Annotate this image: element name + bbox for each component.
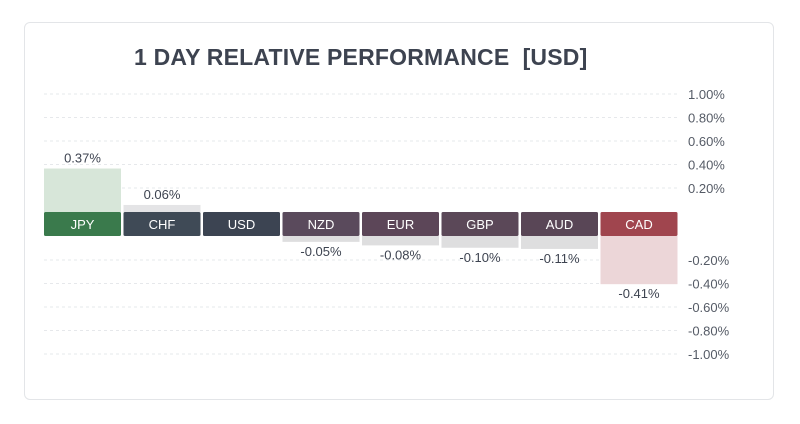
bar-eur — [362, 236, 439, 246]
y-tick-label: 0.20% — [688, 181, 725, 196]
data-label-aud: -0.11% — [539, 251, 580, 266]
pill-chf — [123, 212, 201, 236]
data-label-jpy: 0.37% — [64, 151, 101, 166]
pill-usd — [203, 212, 280, 236]
data-label-eur: -0.08% — [380, 247, 422, 262]
pill-jpy — [44, 212, 121, 236]
chart-title: 1 DAY RELATIVE PERFORMANCE [USD] — [134, 44, 588, 70]
bar-cad — [600, 236, 678, 285]
y-axis-ticks: 1.00% 0.80% 0.60% 0.40% 0.20% -0.20% -0.40% -0.… — [688, 87, 730, 362]
currency-pills: JPY CHF USD NZD EUR GBP AUD CAD — [44, 212, 678, 236]
pill-label-eur: EUR — [387, 217, 414, 232]
y-tick-label: 0.40% — [688, 158, 725, 173]
data-labels: 0.37% 0.06% -0.05% -0.08% -0.10% -0.11% -0.41% — [64, 151, 660, 302]
pill-label-cad: CAD — [625, 217, 652, 232]
y-tick-label: 0.60% — [688, 134, 725, 149]
pill-cad — [600, 212, 678, 236]
pill-gbp — [441, 212, 519, 236]
pill-label-aud: AUD — [546, 217, 573, 232]
pill-aud — [521, 212, 598, 236]
data-label-chf: 0.06% — [144, 187, 181, 202]
bar-aud — [521, 236, 598, 249]
y-tick-label: -0.60% — [688, 300, 730, 315]
pill-eur — [362, 212, 439, 236]
grid-lines — [44, 93, 680, 355]
pill-label-gbp: GBP — [466, 217, 493, 232]
pill-label-chf: CHF — [149, 217, 176, 232]
y-tick-label: 1.00% — [688, 87, 725, 102]
y-tick-label: -1.00% — [688, 347, 730, 362]
y-tick-label: -0.20% — [688, 253, 730, 268]
bar-nzd — [282, 236, 360, 242]
bar-chf — [123, 204, 201, 212]
y-tick-label: 0.80% — [688, 111, 725, 126]
pill-label-jpy: JPY — [71, 217, 95, 232]
pill-nzd — [282, 212, 360, 236]
y-tick-label: -0.80% — [688, 324, 730, 339]
pill-label-nzd: NZD — [308, 217, 335, 232]
bar-jpy — [44, 168, 121, 212]
data-label-nzd: -0.05% — [300, 244, 342, 259]
y-tick-label: -0.40% — [688, 277, 730, 292]
bar-gbp — [441, 236, 519, 248]
data-label-gbp: -0.10% — [459, 250, 501, 265]
data-label-cad: -0.41% — [618, 286, 660, 301]
bars — [44, 168, 678, 285]
pill-label-usd: USD — [228, 217, 255, 232]
